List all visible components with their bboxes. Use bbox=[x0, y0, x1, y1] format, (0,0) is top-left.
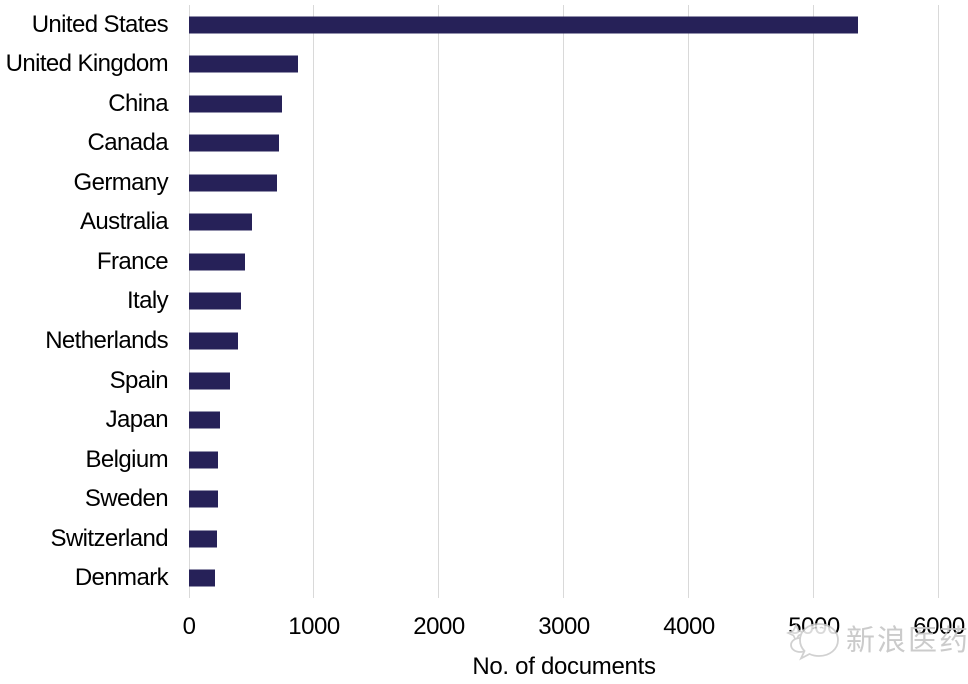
bar-row bbox=[189, 479, 939, 519]
bar bbox=[189, 95, 283, 113]
bar-rows bbox=[189, 5, 939, 598]
category-label: Japan bbox=[105, 406, 169, 434]
x-axis-title: No. of documents bbox=[472, 653, 656, 680]
bar-row bbox=[189, 321, 939, 361]
bar-row bbox=[189, 440, 939, 480]
category-label: Australia bbox=[80, 208, 169, 236]
category-label: Belgium bbox=[85, 445, 168, 473]
category-label: United Kingdom bbox=[5, 50, 169, 78]
bar bbox=[189, 569, 215, 587]
bar bbox=[189, 490, 218, 508]
x-tick-label: 6000 bbox=[913, 613, 965, 640]
bar-row bbox=[189, 361, 939, 401]
bar bbox=[189, 292, 241, 310]
bar bbox=[189, 332, 239, 350]
category-label: Italy bbox=[126, 287, 169, 315]
bar bbox=[189, 213, 253, 231]
bar-row bbox=[189, 519, 939, 559]
category-label: France bbox=[96, 247, 169, 275]
bar bbox=[189, 55, 298, 73]
x-tick-label: 0 bbox=[182, 613, 196, 640]
bar-row bbox=[189, 400, 939, 440]
bar-row bbox=[189, 5, 939, 45]
plot-area bbox=[189, 5, 939, 598]
x-axis-tick-labels: 0 1000 2000 3000 4000 5000 6000 bbox=[183, 613, 966, 643]
bar bbox=[189, 16, 858, 34]
category-label: Spain bbox=[109, 366, 169, 394]
category-label: Switzerland bbox=[50, 524, 169, 552]
x-tick-label: 4000 bbox=[663, 613, 715, 640]
bar bbox=[189, 451, 219, 469]
category-label: Netherlands bbox=[45, 327, 168, 355]
y-axis-category-labels: United States United Kingdom China Canada Ge… bbox=[0, 5, 189, 598]
gridline bbox=[938, 5, 939, 598]
gridline bbox=[312, 5, 314, 598]
bar bbox=[189, 530, 218, 548]
bar-row bbox=[189, 45, 939, 85]
bar-row bbox=[189, 558, 939, 598]
category-label: Denmark bbox=[74, 564, 169, 592]
category-label: Germany bbox=[73, 168, 169, 196]
gridline bbox=[563, 5, 564, 598]
x-tick-label: 3000 bbox=[538, 613, 590, 640]
category-label: China bbox=[108, 89, 168, 117]
x-tick-label: 2000 bbox=[413, 613, 465, 640]
bar-row bbox=[189, 282, 939, 322]
gridline bbox=[813, 5, 814, 598]
x-tick-label: 5000 bbox=[788, 613, 840, 640]
gridline bbox=[437, 5, 439, 598]
x-tick-label: 1000 bbox=[288, 613, 340, 640]
category-label: Sweden bbox=[84, 485, 169, 513]
category-label: United States bbox=[31, 10, 169, 38]
gridline bbox=[687, 5, 689, 598]
bar bbox=[189, 134, 279, 152]
bar-row bbox=[189, 242, 939, 282]
bar bbox=[189, 174, 278, 192]
bar bbox=[189, 372, 231, 390]
bar-row bbox=[189, 203, 939, 243]
category-label: Canada bbox=[87, 129, 169, 157]
bar-row bbox=[189, 124, 939, 164]
bar bbox=[189, 411, 221, 429]
bar-row bbox=[189, 84, 939, 124]
bar bbox=[189, 253, 246, 271]
bar-row bbox=[189, 163, 939, 203]
